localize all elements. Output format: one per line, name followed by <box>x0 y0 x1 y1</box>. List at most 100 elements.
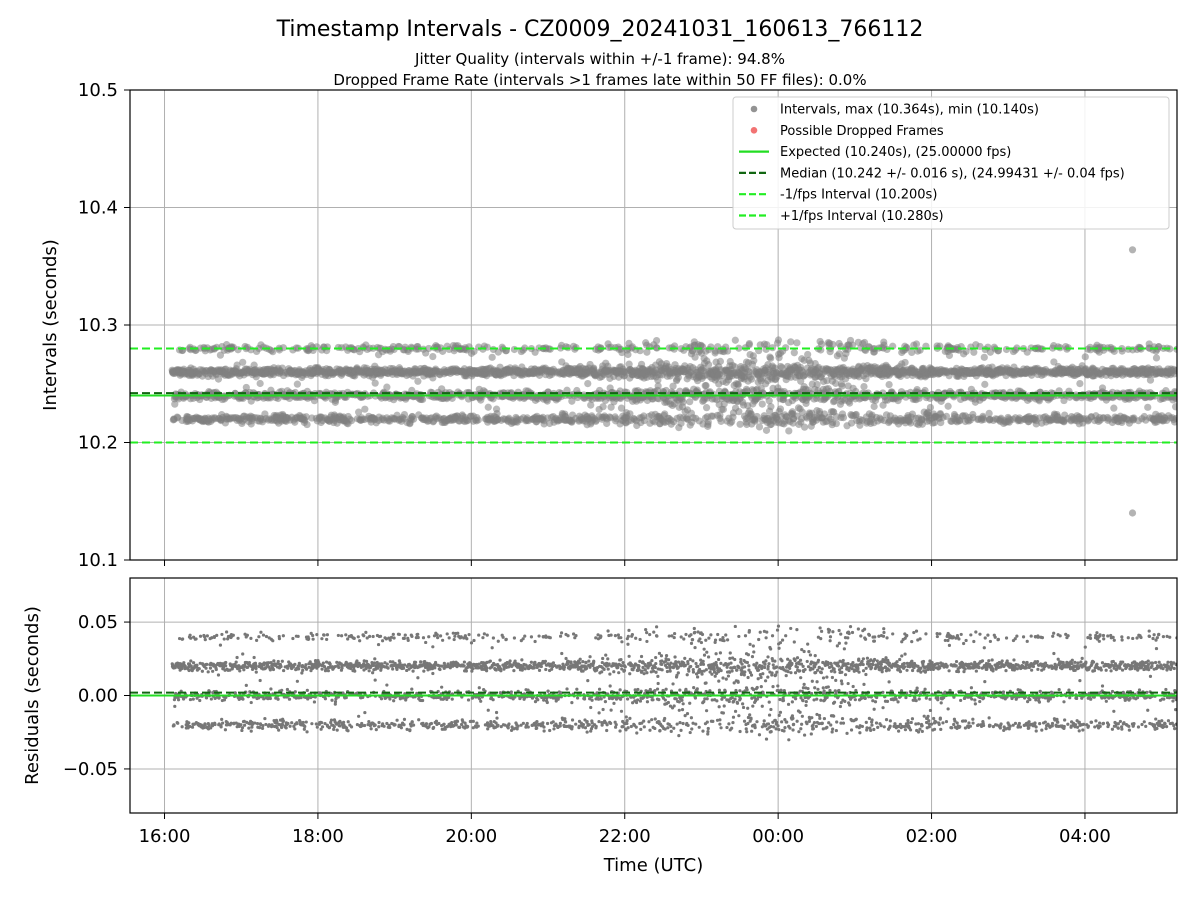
interval-point <box>618 348 626 357</box>
residual-point <box>258 726 262 730</box>
residual-point <box>176 698 181 702</box>
residual-point <box>260 726 265 730</box>
interval-point <box>347 417 356 425</box>
residual-point <box>280 659 284 663</box>
residual-point <box>208 666 213 670</box>
residual-point <box>327 725 332 730</box>
residual-point <box>259 630 263 634</box>
residual-point <box>271 639 275 643</box>
interval-point <box>584 379 592 388</box>
residual-point <box>203 723 207 727</box>
residual-point <box>220 717 224 722</box>
residual-point <box>240 726 245 730</box>
interval-point <box>800 423 809 431</box>
interval-point <box>1144 403 1152 411</box>
residual-point <box>200 669 204 673</box>
interval-point <box>617 404 626 412</box>
interval-point <box>474 416 482 424</box>
residual-point <box>264 634 269 639</box>
residual-point <box>271 667 276 672</box>
interval-point <box>590 364 598 372</box>
interval-point <box>832 419 840 428</box>
residual-point <box>234 660 238 664</box>
residual-point <box>222 637 226 641</box>
residual-point <box>290 721 294 725</box>
residual-point <box>204 666 208 670</box>
interval-point <box>747 410 755 418</box>
interval-point <box>860 382 868 391</box>
residual-point <box>325 637 329 642</box>
intervals-scatter <box>168 246 1177 517</box>
chart-subtitle-dropped: Dropped Frame Rate (intervals >1 frames … <box>333 71 866 89</box>
interval-point <box>429 352 437 361</box>
interval-point <box>818 340 826 348</box>
residual-point <box>205 662 209 666</box>
residual-point <box>286 666 290 670</box>
interval-point <box>612 415 620 423</box>
residual-point <box>337 665 341 670</box>
interval-point <box>790 349 798 357</box>
residual-point <box>326 669 330 673</box>
residual-point <box>194 637 198 641</box>
interval-point <box>234 346 242 354</box>
residual-point <box>311 633 315 638</box>
interval-point <box>735 344 743 352</box>
residual-point <box>304 663 308 667</box>
residual-point <box>236 636 240 640</box>
residual-point <box>328 662 332 666</box>
interval-point <box>654 376 662 384</box>
residual-point <box>215 633 219 637</box>
bot-ytick-label: 0.00 <box>78 686 118 707</box>
top-ytick-label: 10.5 <box>78 80 118 101</box>
interval-point <box>653 344 661 352</box>
residual-point <box>301 720 305 725</box>
interval-point <box>944 402 952 410</box>
interval-point <box>755 423 764 431</box>
interval-outlier-point <box>1128 246 1137 254</box>
xtick-label: 04:00 <box>1059 826 1111 847</box>
interval-point <box>942 412 951 420</box>
residual-point <box>314 722 318 726</box>
residual-point <box>332 725 336 729</box>
interval-point <box>171 400 179 408</box>
residual-point <box>304 720 308 724</box>
residual-point <box>244 683 248 688</box>
residual-point <box>188 697 193 702</box>
residual-point <box>277 728 281 732</box>
residual-point <box>310 722 314 726</box>
residual-point <box>253 721 257 725</box>
residual-point <box>176 721 180 725</box>
residual-point <box>279 725 284 730</box>
residual-point <box>188 633 192 637</box>
residual-point <box>295 721 299 726</box>
residuals-scatter <box>170 624 1177 742</box>
interval-point <box>848 341 857 349</box>
residual-point <box>203 635 207 639</box>
residual-point <box>315 725 319 729</box>
residual-point <box>323 697 328 701</box>
interval-point <box>716 357 724 365</box>
residual-point <box>218 643 223 647</box>
residual-point <box>197 667 201 671</box>
top-ytick-label: 10.4 <box>78 198 118 219</box>
residual-point <box>276 659 280 664</box>
residual-point <box>172 723 176 728</box>
residual-point <box>250 725 254 729</box>
interval-point <box>355 408 363 416</box>
residual-point <box>282 668 286 673</box>
interval-point <box>762 426 771 434</box>
residual-point <box>254 670 258 674</box>
interval-point <box>640 416 648 425</box>
interval-point <box>750 357 758 365</box>
residual-point <box>216 673 221 677</box>
interval-point <box>599 403 607 411</box>
interval-point <box>838 382 846 390</box>
residual-point <box>301 668 305 672</box>
interval-point <box>1076 379 1084 388</box>
interval-point <box>758 400 766 408</box>
residual-point <box>307 637 311 641</box>
interval-point <box>852 410 860 419</box>
interval-point <box>383 383 391 391</box>
interval-point <box>1172 414 1177 423</box>
